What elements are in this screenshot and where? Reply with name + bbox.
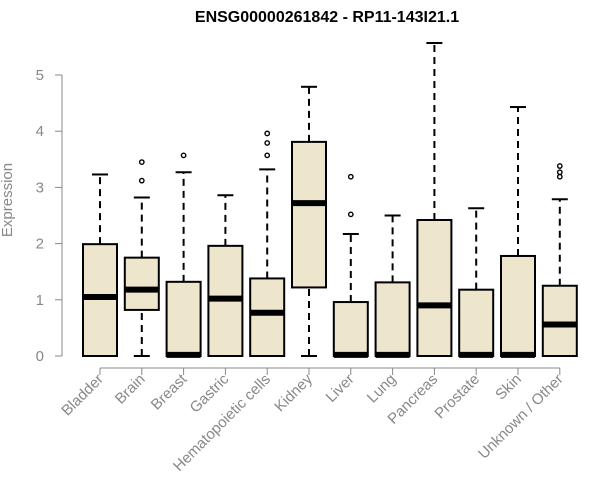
- boxes-group: [82, 41, 578, 358]
- box-body: [416, 218, 453, 357]
- box-6: [332, 173, 369, 358]
- box-body: [541, 284, 578, 357]
- x-tick-label: Brain: [112, 371, 149, 408]
- outlier-point: [347, 211, 354, 218]
- box-3: [207, 194, 244, 358]
- outlier-point: [138, 159, 145, 166]
- box-11: [541, 163, 578, 357]
- outlier-point: [347, 173, 354, 180]
- box-body: [291, 140, 327, 289]
- box-7: [374, 214, 411, 358]
- outlier-point: [556, 163, 563, 169]
- outlier-point: [264, 140, 271, 146]
- x-tick-label: Breast: [148, 370, 191, 413]
- box-0: [82, 173, 118, 357]
- outlier-point: [264, 130, 271, 137]
- y-axis-label: Expression: [0, 163, 16, 237]
- box-body: [82, 243, 118, 357]
- box-9: [458, 207, 495, 358]
- outlier-point: [138, 177, 145, 184]
- y-tick-label: 0: [36, 348, 44, 365]
- box-body: [374, 281, 411, 357]
- box-body: [123, 256, 160, 311]
- box-body: [500, 254, 536, 358]
- chart-title: ENSG00000261842 - RP11-143I21.1: [195, 9, 459, 26]
- outlier-point: [556, 169, 563, 176]
- box-body: [458, 288, 495, 357]
- x-tick-label: Kidney: [271, 370, 316, 415]
- y-axis: 0 1 2 3 4 5: [36, 67, 63, 365]
- y-tick-label: 2: [36, 236, 44, 253]
- x-tick-label: Prostate: [431, 371, 483, 423]
- x-tick-label: Bladder: [58, 371, 107, 420]
- box-1: [123, 159, 160, 357]
- y-tick-label: 4: [36, 123, 44, 140]
- box-body: [249, 277, 286, 357]
- y-tick-label: 3: [36, 179, 44, 196]
- box-4: [249, 130, 286, 357]
- x-tick-label: Liver: [323, 371, 358, 406]
- box-10: [500, 106, 536, 358]
- box-8: [416, 41, 453, 357]
- x-tick-label: Skin: [492, 371, 525, 404]
- box-2: [165, 152, 202, 358]
- box-body: [332, 301, 369, 358]
- y-tick-label: 1: [36, 292, 44, 309]
- outlier-point: [264, 152, 271, 159]
- outlier-point: [180, 152, 187, 159]
- y-tick-label: 5: [36, 67, 44, 84]
- outlier-point: [556, 173, 563, 180]
- x-tick-label: Lung: [364, 371, 400, 407]
- box-body: [165, 280, 202, 358]
- box-5: [291, 85, 327, 357]
